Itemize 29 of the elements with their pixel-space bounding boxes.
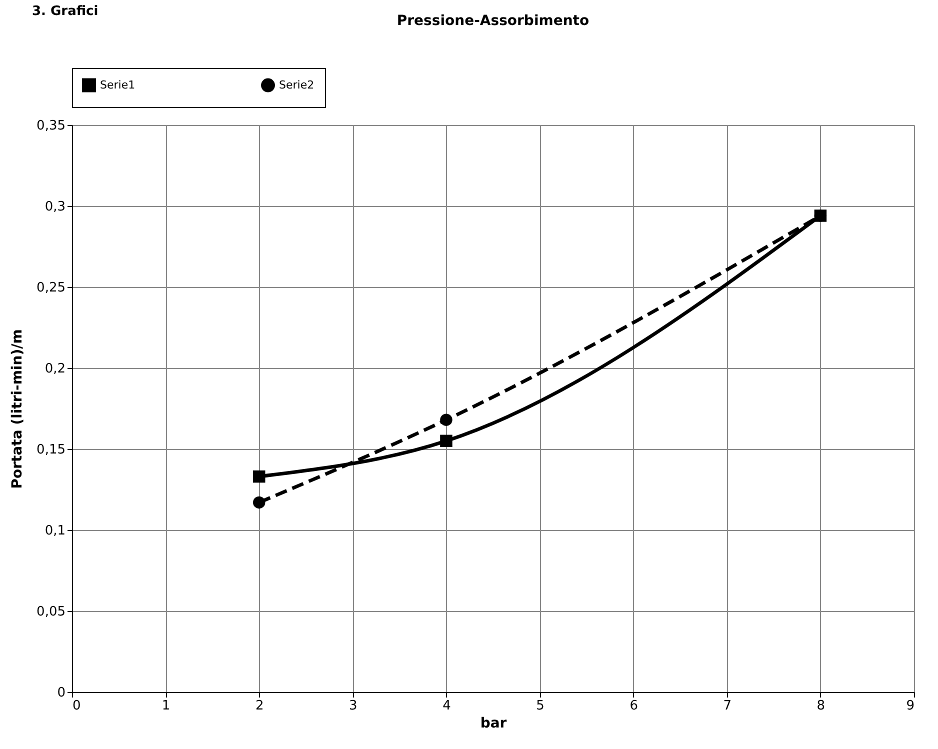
point xyxy=(252,496,266,509)
text: 3. Grafici xyxy=(32,4,98,19)
y-tick-label: 0,2 xyxy=(44,362,66,376)
point xyxy=(440,414,452,426)
y-axis-title: Portata (litri-min)/m xyxy=(10,329,26,489)
y-tick-label: 0,35 xyxy=(36,118,66,134)
legend-label: Serie2 xyxy=(279,78,314,92)
x-tick-label: 4 xyxy=(442,698,451,714)
point xyxy=(252,470,266,483)
x-tick-label: 1 xyxy=(162,698,170,714)
x-axis-title: bar xyxy=(480,716,507,732)
x-tick-label: 9 xyxy=(906,698,914,714)
x-tick-label: 0 xyxy=(72,698,81,714)
legend-label: Serie1 xyxy=(100,78,136,92)
y-tick-label: 0,05 xyxy=(36,604,66,620)
x-tick-label: 7 xyxy=(723,698,732,714)
x-tick-label: 6 xyxy=(630,698,638,714)
y-tick-label: 0,1 xyxy=(44,524,66,538)
y-tick-label: 0 xyxy=(57,686,66,700)
x-tick-label: 8 xyxy=(816,698,826,714)
x-tick-label: 3 xyxy=(349,698,358,714)
point xyxy=(814,210,827,222)
y-tick-label: 0,3 xyxy=(44,200,66,214)
chart-title: Pressione-Assorbimento xyxy=(396,13,590,29)
point xyxy=(440,434,452,448)
y-tick-label: 0,15 xyxy=(36,442,66,458)
x-tick-label: 5 xyxy=(536,698,544,714)
x-tick-label: 2 xyxy=(255,698,264,714)
y-tick-label: 0,25 xyxy=(36,280,66,296)
